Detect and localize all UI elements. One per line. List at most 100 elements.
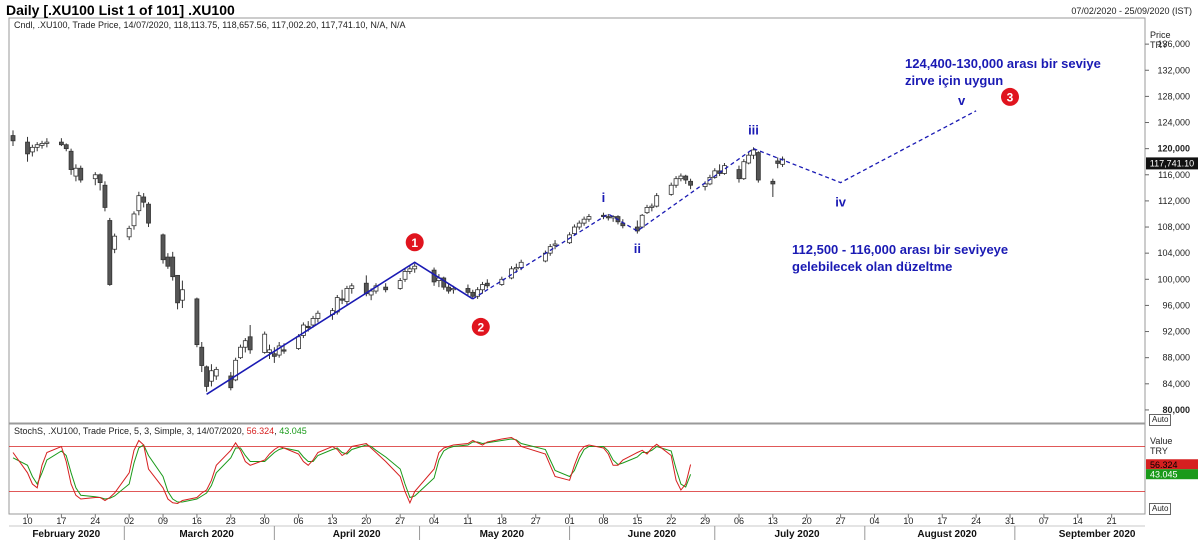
date-tick-label: 02 [124,516,134,526]
candle-body-up [649,205,655,208]
stoch-auto-button[interactable]: Auto [1149,503,1172,515]
candle-body-up [267,349,272,353]
candle [678,173,684,182]
month-label: May 2020 [480,529,525,540]
stoch-k-tag-text: 56.324 [1150,460,1178,470]
month-label: February 2020 [32,529,100,540]
price-tick-label: 112,000 [1158,196,1190,206]
candle [146,202,151,228]
price-pane[interactable] [8,17,1146,424]
candle-body-down [755,152,761,181]
month-label: July 2020 [775,529,820,540]
price-tick-label: 96,000 [1162,300,1190,310]
date-x-axis: 10 17 24 02 09 16 23 30 06 13 20 27 04 11 18 27 01 08 15 22… [23,514,1136,540]
wave-label-iv: iv [835,195,847,210]
candle-body-down [770,180,776,185]
stoch-label-prefix: StochS, .XU100, Trade Price, 5, 3, Simpl… [14,426,245,436]
date-tick-label: 22 [666,516,676,526]
last-price-text: 117,741.10 [1150,158,1194,168]
correction-line-2: gelebilecek olan düzeltme [792,259,953,274]
price-auto-button[interactable]: Auto [1149,414,1172,426]
price-axis-title-2: TRY [1150,40,1168,50]
stoch-axis-title-1: Value [1150,436,1173,446]
candle-body-down [605,216,611,219]
correction-annotation: 112,500 - 116,000 arası bir seviyeye gel… [792,241,1008,275]
candle-body-down [446,286,451,292]
candle-body-up [552,243,558,246]
date-tick-label: 27 [395,516,405,526]
candle-body-up [673,178,679,186]
candle [654,193,660,208]
candle [315,310,321,323]
candle-body-up [644,207,650,214]
candle [78,165,84,183]
price-y-axis: 80,000 84,000 88,000 92,000 96,000 100,000 104… [1145,39,1198,415]
candle [262,331,268,354]
date-tick-label: 04 [869,516,879,526]
marker-2-text: 2 [477,320,484,334]
candle [722,163,727,175]
candle [446,283,451,294]
marker-1-circle [405,233,424,252]
candle-body-up [262,333,268,353]
date-tick-label: 24 [971,516,981,526]
candle-body-up [572,226,577,234]
candle [470,289,476,299]
candle-body-down [58,141,64,146]
candle-body-up [213,369,219,377]
candle-body-up [654,195,660,207]
candle [247,325,253,354]
date-tick-label: 04 [429,516,439,526]
price-tick-label: 132,000 [1157,65,1190,75]
marker-3-circle [1001,87,1020,106]
candle-body-up [509,268,514,279]
candle-body-up [412,265,418,270]
candle-body-up [639,214,645,228]
date-tick-label: 06 [294,516,304,526]
candle-body-down [281,349,287,352]
candle-body-up [300,324,306,336]
candle-body-up [480,284,485,291]
candle [267,344,272,359]
month-label: August 2020 [917,529,977,540]
month-label: September 2020 [1059,529,1136,540]
candle-body-up [780,158,785,165]
candle [480,281,485,294]
candle [775,157,781,169]
candle-body-up [276,345,282,356]
candle-body-down [228,375,234,389]
candle [209,364,214,387]
stoch-pane[interactable] [8,423,1146,515]
date-range: 07/02/2020 - 25/09/2020 (IST) [1071,6,1192,16]
candle-body-up [344,288,350,302]
candle [339,289,345,305]
date-tick-label: 17 [937,516,947,526]
target-line-1: 124,400-130,000 arası bir seviye [905,56,1101,71]
candle-body-up [610,216,616,219]
date-tick-label: 13 [327,516,337,526]
target-annotation: 124,400-130,000 arası bir seviye zirve i… [905,55,1101,89]
date-tick-label: 20 [802,516,812,526]
candle-body-down [107,220,113,285]
candle-body-down [78,167,84,181]
candle-body-down [199,346,205,366]
candle [165,253,171,269]
candle-body-down [383,286,389,291]
candle-body-down [271,353,277,357]
candle [509,266,514,280]
candle [39,140,45,149]
price-tick-label: 104,000 [1157,248,1190,258]
stoch-d-tag [1146,469,1198,480]
candle-body-up [475,289,481,297]
stoch-k-text: 56.324 [246,426,275,436]
price-tick-label: 108,000 [1157,222,1190,232]
candle [102,181,108,212]
candle [475,287,481,299]
candle [271,347,277,363]
marker-2-circle [471,317,490,336]
candle-body-up [702,183,708,187]
candle-body-up [402,271,408,280]
candle-body-up [518,261,524,268]
